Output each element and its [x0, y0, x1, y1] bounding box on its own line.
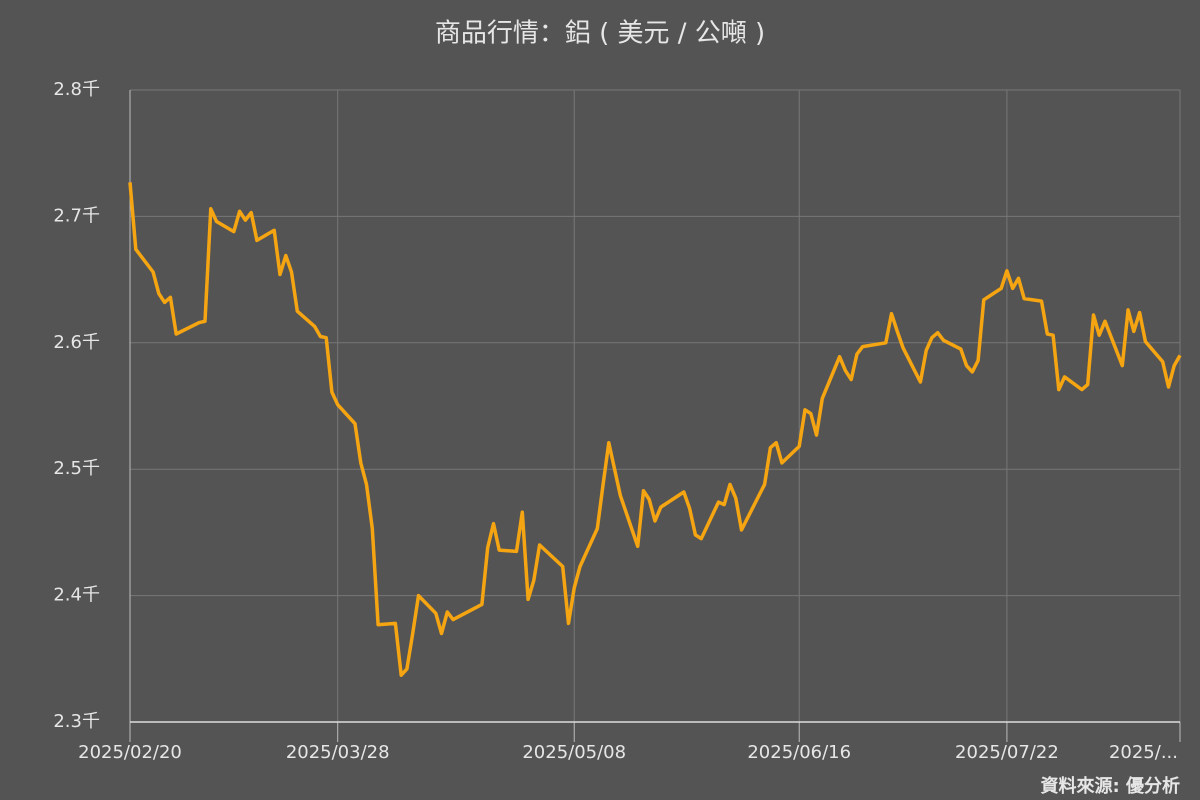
chart-title: 商品行情：鋁 ( 美元 / 公噸 ) [435, 19, 765, 49]
data-line [128, 182, 1182, 677]
y-tick-label: 2.8千 [53, 79, 100, 100]
x-tick-label: 2025/07/22 [955, 742, 1059, 763]
x-tick-label: 2025/03/28 [286, 742, 390, 763]
y-tick-label: 2.3千 [53, 711, 100, 732]
x-tick-label: 2025/05/08 [522, 742, 626, 763]
y-tick-label: 2.6千 [53, 332, 100, 353]
y-tick-label: 2.5千 [53, 458, 100, 479]
y-tick-label: 2.4千 [53, 585, 100, 606]
x-tick-label: 2025/02/20 [78, 742, 182, 763]
x-tick-label: 2025/... [1109, 742, 1178, 763]
x-tick-label: 2025/06/16 [747, 742, 851, 763]
y-tick-label: 2.7千 [53, 205, 100, 226]
source-note: 資料來源: 優分析 [1041, 775, 1180, 797]
